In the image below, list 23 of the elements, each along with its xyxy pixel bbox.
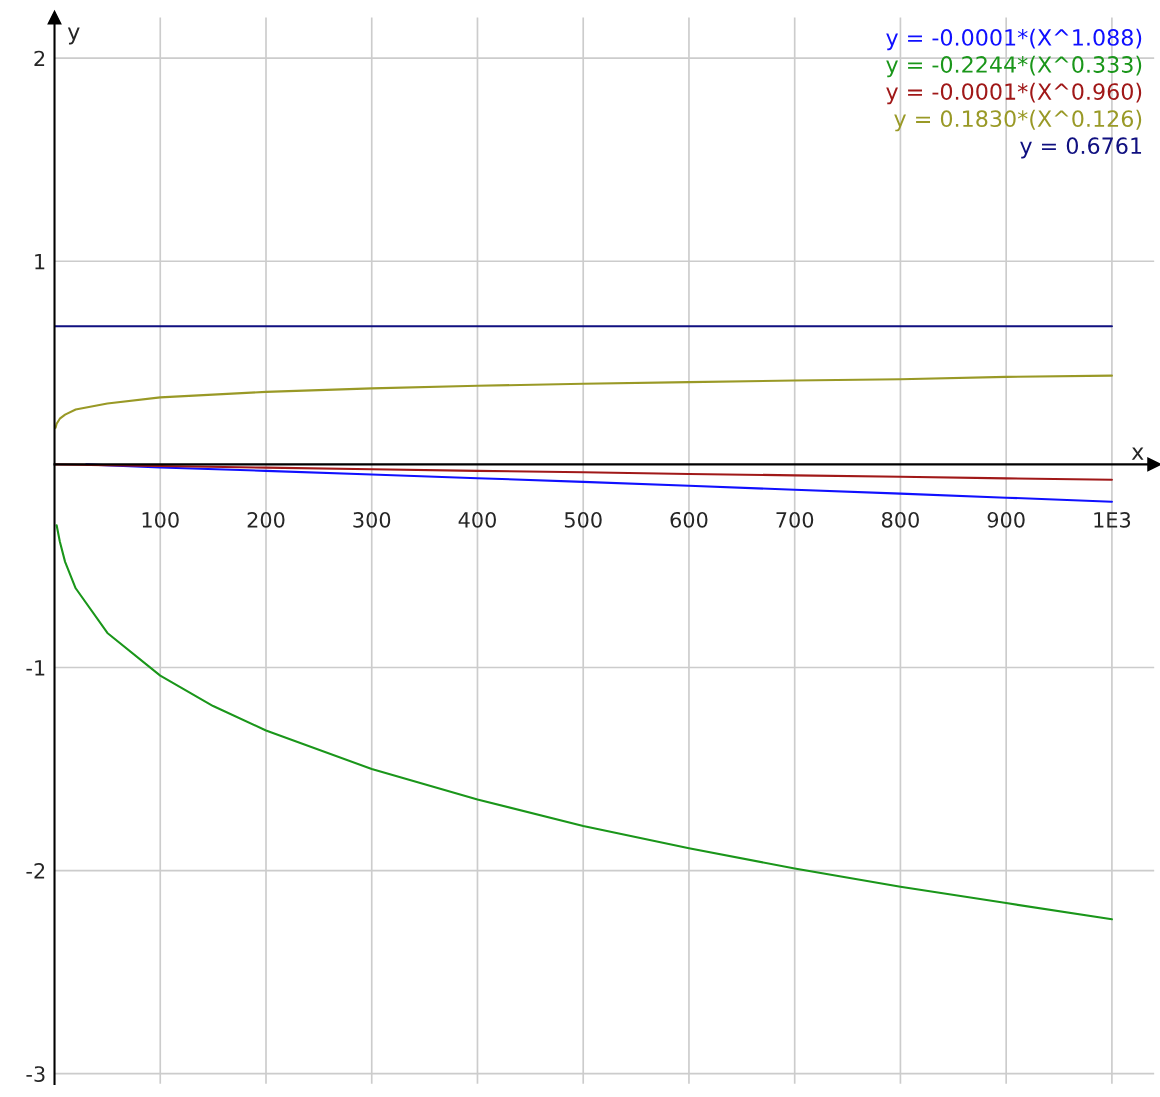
x-tick-label: 600 [670,511,708,528]
text: y = 0.6761 [1020,137,1142,159]
text: y = 0.1830*(X^0.126) [894,109,1142,132]
x-tick-label: 500 [564,511,602,528]
y-tick-label: -3 [26,1066,45,1082]
x-tick-label: 700 [776,511,814,528]
text: y = -0.0001*(X^1.088) [886,28,1142,51]
x-tick-label: 200 [247,511,285,528]
x-tick-label: 1E3 [1094,511,1131,528]
x-tick-label: 400 [458,511,496,528]
y-axis-title: y [67,27,80,45]
y-tick-label: -1 [26,660,45,676]
y-tick-label: 1 [35,254,45,270]
y-tick-label: -2 [26,863,45,879]
line-series [54,374,1113,429]
y-tick-label: 2 [34,50,45,67]
x-axis-title: x [1131,447,1144,460]
x-tick-label: 900 [987,511,1025,528]
x-tick-label: 100 [142,511,179,528]
text: y = -0.0001*(X^0.960) [886,82,1142,105]
x-tick-label: 300 [353,511,391,528]
text: y = -0.2244*(X^0.333) [886,55,1142,78]
x-tick-label: 800 [881,511,919,528]
